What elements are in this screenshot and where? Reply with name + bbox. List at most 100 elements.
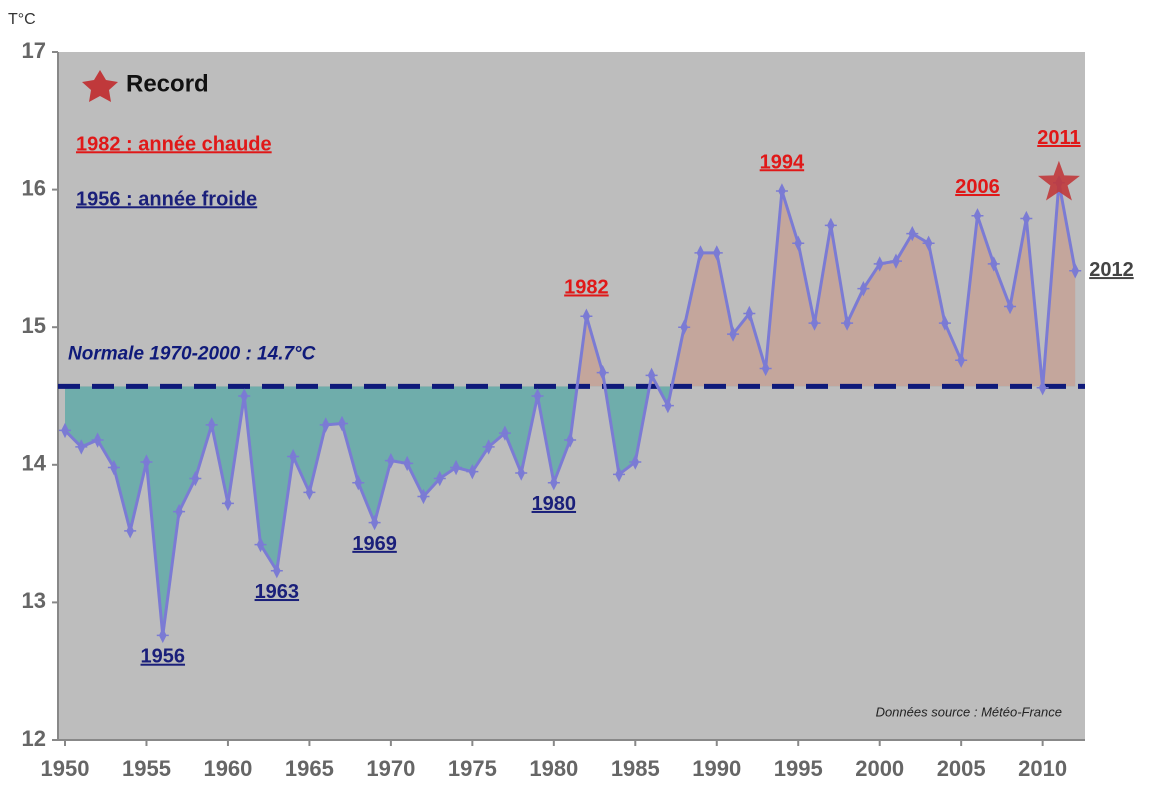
marker xyxy=(401,455,414,472)
legend-star xyxy=(82,70,118,102)
marker xyxy=(857,280,870,297)
marker xyxy=(564,432,577,448)
legend-record: Record xyxy=(126,70,209,97)
x-tick-label: 1955 xyxy=(122,756,171,781)
x-tick-label: 1990 xyxy=(692,756,741,781)
marker xyxy=(955,352,968,368)
marker xyxy=(303,484,316,500)
x-tick-label: 2010 xyxy=(1018,756,1067,781)
annotation: 1982 xyxy=(564,276,609,298)
y-tick-label: 16 xyxy=(22,175,46,200)
marker xyxy=(759,360,772,377)
marker xyxy=(710,245,723,261)
annotation: 1994 xyxy=(760,151,805,173)
y-tick-label: 13 xyxy=(22,588,46,613)
marker xyxy=(1004,298,1017,315)
marker xyxy=(971,208,984,224)
marker xyxy=(1069,263,1082,279)
marker xyxy=(270,563,283,579)
marker xyxy=(75,439,88,455)
marker xyxy=(433,470,446,487)
marker xyxy=(906,225,919,242)
annotation: 1956 xyxy=(141,646,186,668)
legend-warm: 1982 : année chaude xyxy=(76,133,272,155)
marker xyxy=(466,464,479,480)
marker xyxy=(107,459,120,476)
marker xyxy=(173,503,186,520)
marker xyxy=(938,315,951,331)
marker xyxy=(287,448,300,465)
marker xyxy=(498,425,511,441)
marker xyxy=(547,475,560,491)
marker xyxy=(124,523,137,539)
marker xyxy=(189,470,202,487)
y-tick-label: 12 xyxy=(22,726,46,751)
marker xyxy=(922,235,935,251)
marker xyxy=(531,388,544,404)
marker xyxy=(368,514,381,531)
annotation: 2011 xyxy=(1037,127,1080,149)
marker xyxy=(254,536,267,553)
marker xyxy=(319,417,332,433)
x-tick-label: 1950 xyxy=(41,756,90,781)
marker xyxy=(515,465,528,481)
marker xyxy=(775,183,788,199)
marker xyxy=(889,253,902,269)
marker xyxy=(450,459,463,476)
marker xyxy=(156,627,169,644)
marker xyxy=(59,422,72,439)
x-tick-label: 2005 xyxy=(937,756,986,781)
marker xyxy=(417,488,430,505)
marker xyxy=(1036,380,1049,396)
x-tick-label: 2000 xyxy=(855,756,904,781)
marker xyxy=(841,315,854,331)
marker xyxy=(743,305,756,322)
normal-label: Normale 1970-2000 : 14.7°C xyxy=(68,343,316,364)
marker xyxy=(580,308,593,324)
x-tick-label: 1985 xyxy=(611,756,660,781)
source-note: Données source : Météo-France xyxy=(876,704,1062,719)
marker xyxy=(792,235,805,251)
y-axis-label: T°C xyxy=(8,11,36,28)
marker xyxy=(727,326,740,342)
marker xyxy=(205,417,218,433)
y-tick-label: 17 xyxy=(22,38,46,63)
annotation: 2012 xyxy=(1089,259,1134,281)
marker xyxy=(824,217,837,234)
y-tick-label: 15 xyxy=(22,313,46,338)
annotation: 2006 xyxy=(955,176,1000,198)
marker xyxy=(629,454,642,470)
y-tick-label: 14 xyxy=(22,451,47,476)
legend-cold: 1956 : année froide xyxy=(76,188,257,210)
marker xyxy=(1020,210,1033,227)
annotation: 1963 xyxy=(255,581,300,603)
marker xyxy=(384,452,397,469)
marker xyxy=(808,315,821,331)
marker xyxy=(661,397,674,414)
marker xyxy=(140,454,153,470)
marker xyxy=(873,256,886,272)
x-tick-label: 1995 xyxy=(774,756,823,781)
x-tick-label: 1980 xyxy=(529,756,578,781)
record-star xyxy=(1038,160,1080,201)
marker xyxy=(352,475,365,491)
marker xyxy=(482,439,495,455)
marker xyxy=(221,495,234,512)
annotation: 1969 xyxy=(352,533,397,555)
x-tick-label: 1970 xyxy=(366,756,415,781)
marker xyxy=(987,256,1000,272)
annotation: 1980 xyxy=(532,493,577,515)
fill-below xyxy=(65,386,1076,636)
marker xyxy=(596,364,609,381)
marker xyxy=(678,319,691,335)
x-tick-label: 1960 xyxy=(203,756,252,781)
marker xyxy=(694,245,707,261)
marker xyxy=(238,388,251,404)
marker xyxy=(612,466,625,483)
marker xyxy=(645,367,658,384)
x-tick-label: 1975 xyxy=(448,756,497,781)
x-tick-label: 1965 xyxy=(285,756,334,781)
marker xyxy=(336,415,349,432)
fill-above xyxy=(65,182,1076,387)
